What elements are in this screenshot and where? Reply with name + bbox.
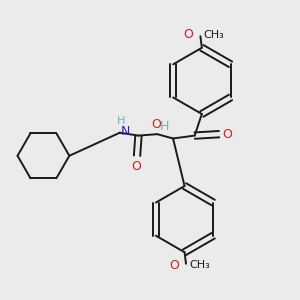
Text: O: O xyxy=(223,128,232,141)
Text: O: O xyxy=(183,28,193,41)
Text: H: H xyxy=(159,120,169,133)
Text: CH₃: CH₃ xyxy=(203,30,224,40)
Text: O: O xyxy=(169,259,179,272)
Text: N: N xyxy=(121,125,130,138)
Text: CH₃: CH₃ xyxy=(189,260,210,270)
Text: H: H xyxy=(117,116,125,125)
Text: O: O xyxy=(131,160,141,173)
Text: O: O xyxy=(151,118,161,131)
